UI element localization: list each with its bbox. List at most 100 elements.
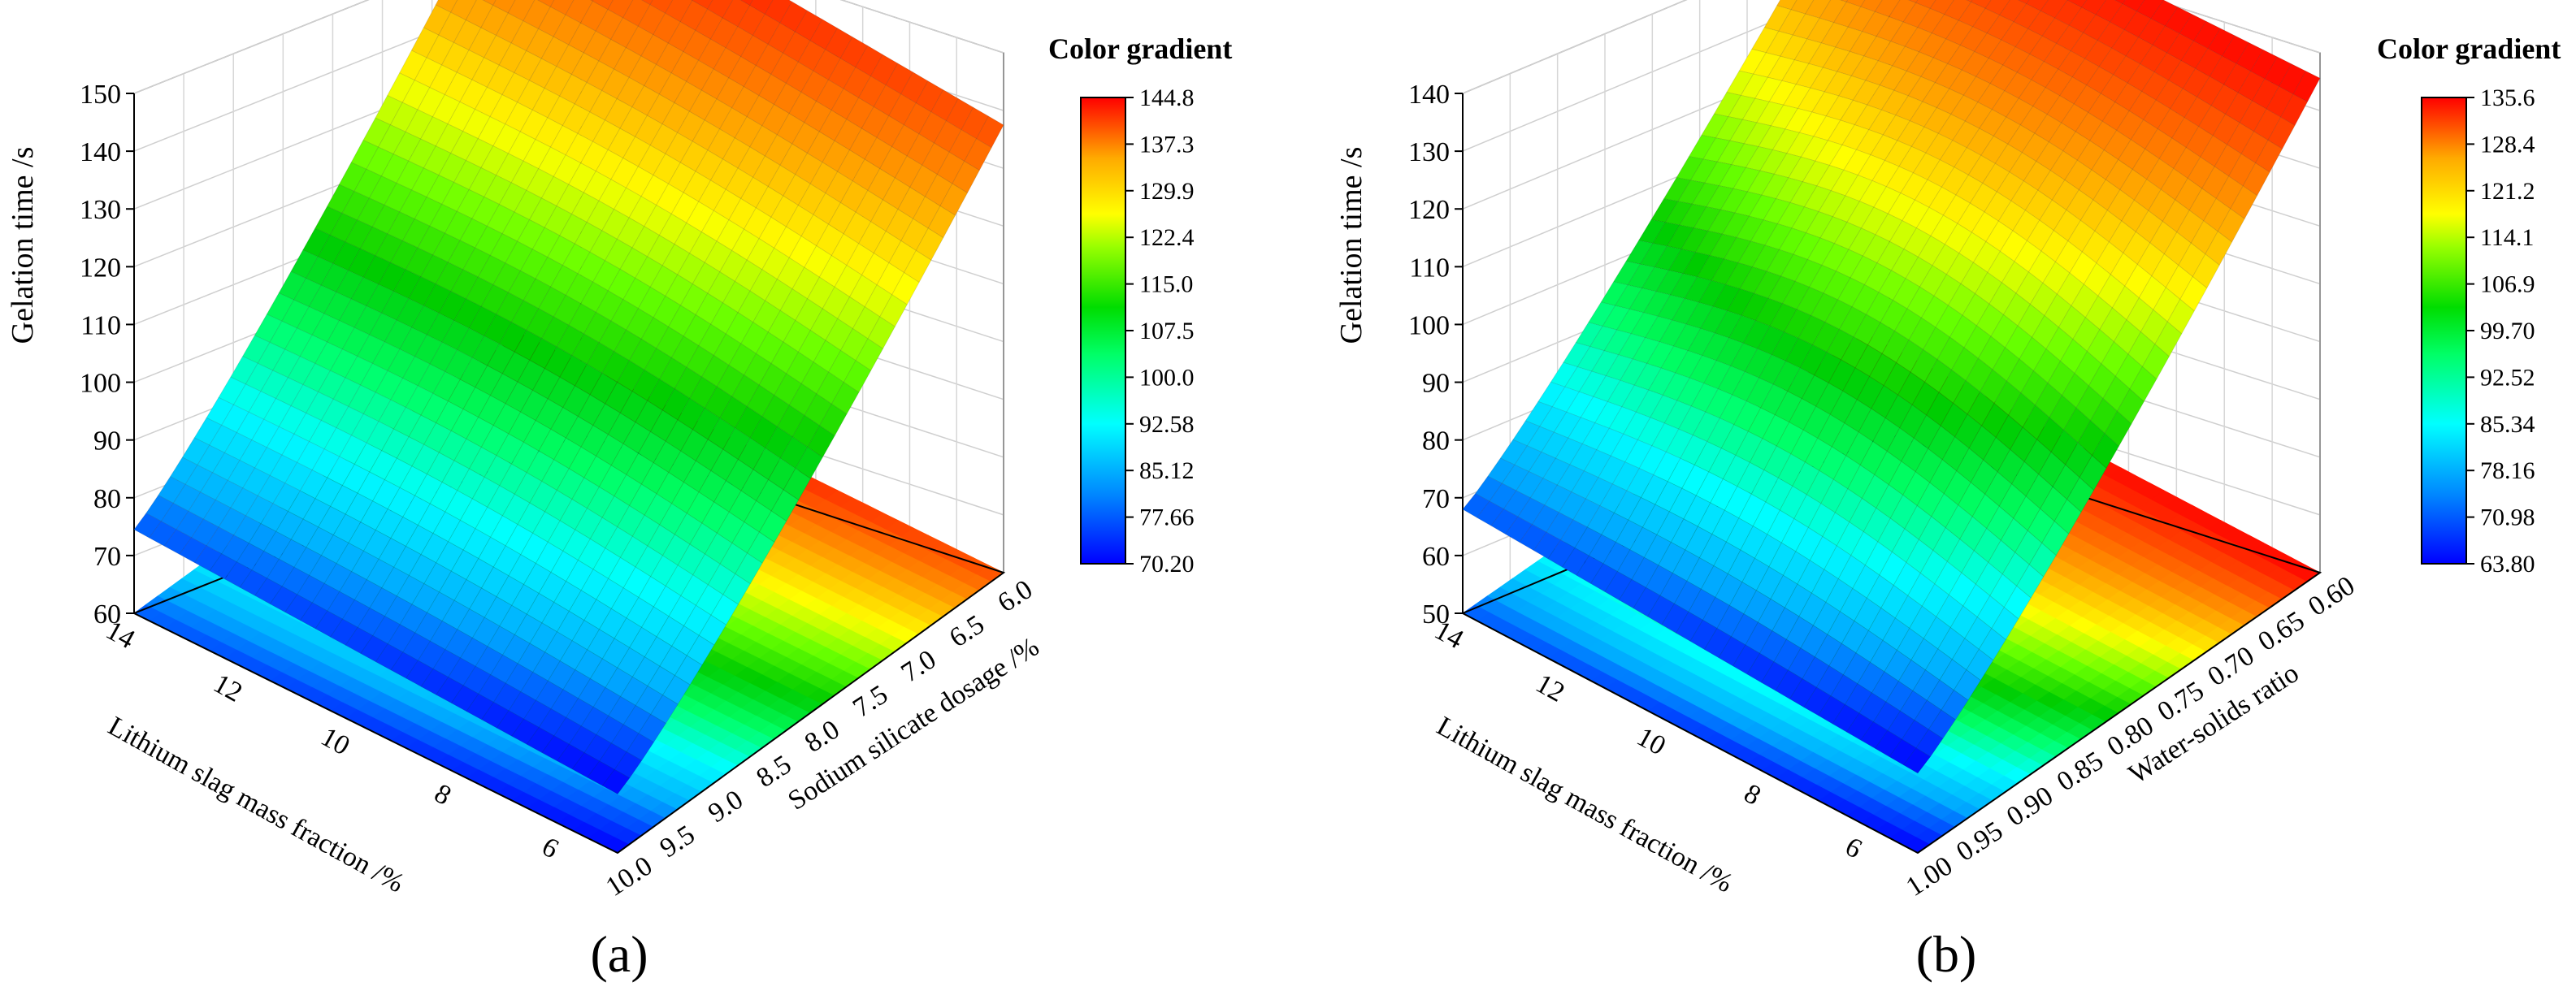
surface-cell bbox=[580, 569, 609, 600]
surface-cell bbox=[797, 183, 826, 215]
surface-cell bbox=[348, 521, 376, 552]
surface-cell bbox=[658, 213, 687, 245]
surface-cell bbox=[492, 262, 522, 293]
surface-cell bbox=[384, 319, 413, 350]
surface-cell bbox=[656, 616, 685, 647]
surface-cell bbox=[752, 13, 781, 45]
surface-cell bbox=[514, 613, 543, 644]
surface-cell bbox=[547, 235, 575, 266]
surface-cell bbox=[797, 40, 826, 71]
surface-cell bbox=[879, 146, 908, 179]
surface-cell bbox=[556, 324, 585, 357]
surface-cell bbox=[767, 164, 796, 197]
surface-cell bbox=[438, 153, 466, 183]
y-tick-label: 6.5 bbox=[944, 609, 990, 653]
surface-cell bbox=[601, 496, 631, 528]
colorbar-tick-label: 144.8 bbox=[1139, 84, 1195, 111]
surface-cell bbox=[281, 433, 310, 463]
surface-cell bbox=[417, 87, 445, 118]
colorbar-tick-label: 85.12 bbox=[1139, 457, 1195, 484]
surface-cell bbox=[426, 175, 455, 205]
surface-cell bbox=[269, 454, 298, 484]
colorbar-gradient bbox=[2421, 97, 2467, 565]
surface-cell bbox=[562, 385, 591, 418]
colorbar-tick-label: 122.4 bbox=[1139, 224, 1195, 251]
surface-cell bbox=[547, 660, 576, 690]
colorbar: Color gradient 144.8 137.3 129.9 122.4 115.0… bbox=[1048, 32, 1232, 578]
surface-cell bbox=[471, 57, 500, 88]
surface-cell bbox=[499, 463, 527, 495]
surface-cell bbox=[248, 523, 277, 552]
z-tick-label: 100 bbox=[1408, 310, 1450, 340]
z-tick-label: 140 bbox=[1408, 80, 1450, 110]
surface-cell bbox=[314, 206, 343, 236]
surface-cell bbox=[531, 227, 561, 258]
surface-cell bbox=[502, 634, 531, 664]
surface-cell bbox=[704, 240, 733, 273]
surface-cell bbox=[577, 538, 606, 570]
surface-cell bbox=[526, 726, 555, 754]
surface-cell bbox=[637, 286, 666, 318]
z-tick-label: 90 bbox=[93, 426, 121, 457]
surface-cell bbox=[716, 77, 744, 109]
surface-cell bbox=[378, 537, 407, 568]
surface-cell bbox=[779, 1, 808, 32]
surface-cell bbox=[647, 665, 676, 696]
surface-cell bbox=[743, 207, 772, 240]
surface-cell bbox=[770, 195, 799, 227]
colorbar-tick-label: 115.0 bbox=[1139, 271, 1193, 298]
surface-cell bbox=[405, 660, 434, 687]
surface-cell bbox=[635, 256, 663, 288]
z-axis-label: Gelation time /s bbox=[1334, 147, 1368, 344]
surface-cell bbox=[695, 584, 724, 616]
surface-cell bbox=[816, 223, 844, 257]
surface-cell bbox=[320, 398, 349, 429]
surface-cell bbox=[574, 81, 603, 113]
surface-cell bbox=[722, 427, 751, 461]
y-tick-label: 7.5 bbox=[848, 679, 893, 723]
surface-cell bbox=[746, 531, 775, 564]
surface-cell bbox=[596, 434, 624, 466]
surface-cell bbox=[680, 429, 709, 461]
surface-cell bbox=[441, 181, 470, 212]
surface-cell bbox=[350, 413, 379, 444]
surface-cell bbox=[713, 480, 742, 513]
surface-cell bbox=[429, 64, 458, 96]
x-axis-label: Lithium slag mass fraction /% bbox=[103, 711, 409, 898]
surface-cell bbox=[964, 138, 992, 171]
surface-cell bbox=[399, 327, 427, 357]
surface-cell bbox=[309, 555, 337, 584]
surface-cell bbox=[744, 500, 772, 533]
surface-cell bbox=[653, 295, 682, 327]
surface-cell bbox=[626, 733, 655, 761]
surface-cell bbox=[447, 379, 476, 410]
surface-cell bbox=[445, 349, 473, 380]
x-tick-label: 8 bbox=[1739, 778, 1766, 811]
surface-cell bbox=[496, 575, 525, 606]
colorbar-tick-label: 121.2 bbox=[2480, 178, 2535, 205]
colorbar-tick-label: 129.9 bbox=[1139, 178, 1195, 205]
surface-cell bbox=[610, 17, 639, 49]
x-tick-label: 8 bbox=[429, 778, 456, 811]
surface-cell bbox=[731, 86, 760, 118]
surface-cell bbox=[668, 305, 696, 337]
surface-cell bbox=[417, 363, 446, 394]
z-tick-labels: 60 70 80 90 100 110 120 130 140 150 bbox=[80, 80, 134, 630]
surface-cell bbox=[589, 89, 618, 121]
surface-cell bbox=[453, 438, 482, 470]
surface-cell bbox=[891, 272, 920, 305]
surface-cell bbox=[396, 297, 425, 328]
surface-cell bbox=[520, 532, 549, 565]
surface-cell bbox=[629, 626, 657, 658]
surface-cell bbox=[360, 634, 388, 663]
colorbar-tick-label: 106.9 bbox=[2480, 271, 2535, 298]
y-tick-label: 9.5 bbox=[655, 820, 700, 863]
surface-cell bbox=[541, 316, 570, 348]
surface-cell bbox=[697, 38, 726, 70]
surface-cell bbox=[501, 493, 531, 526]
surface-cell bbox=[284, 594, 313, 621]
surface-cell bbox=[734, 259, 763, 292]
surface-cell bbox=[599, 742, 627, 770]
y-tick-label: 7.0 bbox=[896, 644, 942, 688]
